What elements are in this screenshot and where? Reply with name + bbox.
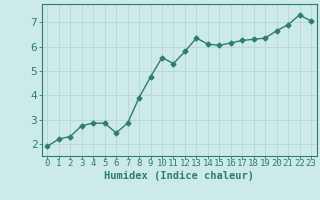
X-axis label: Humidex (Indice chaleur): Humidex (Indice chaleur) — [104, 171, 254, 181]
